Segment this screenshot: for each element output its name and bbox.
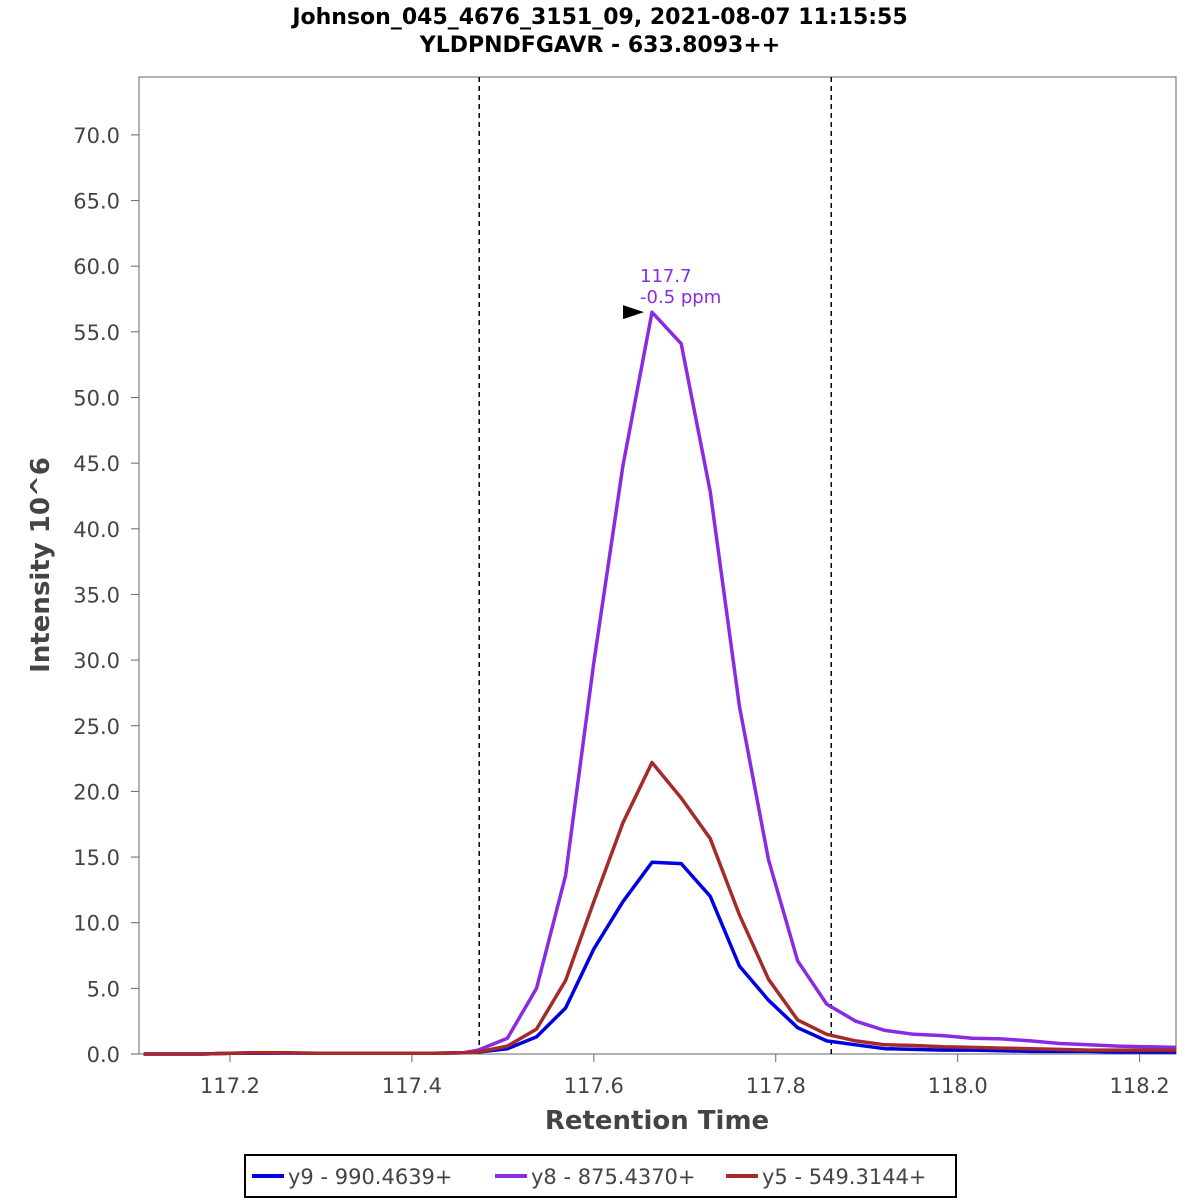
y-axis-title: Intensity 10^6 [26,457,56,673]
integration-boundaries [478,77,832,1054]
y-tick-label: 30.0 [73,649,120,673]
series-line [143,760,1176,1056]
series-lines [143,310,1177,1056]
legend-entry: y8 - 875.4370+ [531,1165,696,1189]
y-tick-label: 5.0 [87,977,120,1001]
peak-annotation: 117.7-0.5 ppm [623,266,721,320]
x-tick-label: 118.0 [928,1074,988,1098]
chart-title: Johnson_045_4676_3151_09, 2021-08-07 11:… [290,5,907,30]
legend-entry: y9 - 990.4639+ [288,1165,453,1189]
y-tick-label: 70.0 [73,124,120,148]
x-axis: 117.2 117.4 117.6 117.8 118.0 118.2 [200,1054,1170,1098]
x-tick-label: 118.2 [1110,1074,1170,1098]
x-axis-title: Retention Time [545,1106,769,1136]
legend-entry: y5 - 549.3144+ [762,1165,927,1189]
y-tick-label: 45.0 [73,452,120,476]
y-tick-label: 0.0 [87,1043,120,1067]
chart-subtitle: YLDPNDFGAVR - 633.8093++ [419,33,780,58]
x-tick-label: 117.6 [564,1074,624,1098]
peak-arrow-icon [623,305,645,320]
y-tick-label: 25.0 [73,715,120,739]
y-tick-label: 15.0 [73,846,120,870]
x-tick-label: 117.4 [382,1074,442,1098]
y-tick-label: 55.0 [73,321,120,345]
y-tick-label: 20.0 [73,780,120,804]
y-tick-label: 35.0 [73,583,120,607]
y-tick-label: 10.0 [73,912,120,936]
x-tick-label: 117.8 [746,1074,806,1098]
y-tick-label: 50.0 [73,387,120,411]
legend: y9 - 990.4639+ y8 - 875.4370+ y5 - 549.314… [252,1165,927,1189]
y-tick-label: 65.0 [73,190,120,214]
peak-rt-label: 117.7 [640,266,692,287]
x-tick-label: 117.2 [200,1074,260,1098]
peak-ppm-label: -0.5 ppm [640,287,721,308]
legend-box [244,1154,957,1198]
plot-frame [138,76,1177,1055]
y-tick-label: 40.0 [73,518,120,542]
y-tick-label: 60.0 [73,255,120,279]
y-axis: 0.0 5.0 10.0 15.0 20.0 25.0 30.0 35.0 40.0 45.0 50… [73,124,139,1067]
